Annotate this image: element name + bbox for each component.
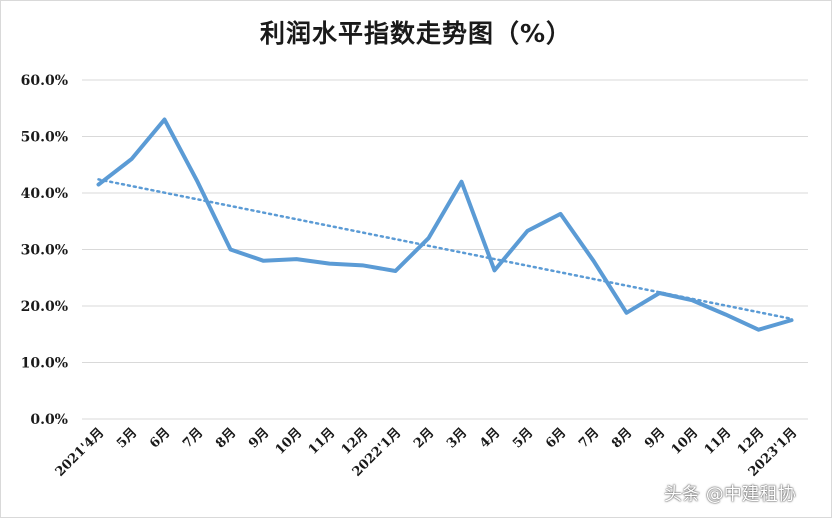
x-tick-label: 11月 (306, 425, 339, 458)
y-tick-label: 10.0% (21, 356, 68, 372)
x-tick-label: 8月 (609, 425, 635, 451)
y-tick-label: 40.0% (21, 186, 68, 202)
x-tick-label: 5月 (510, 425, 536, 451)
x-tick-label: 2021'4月 (53, 425, 108, 480)
x-tick-label: 6月 (147, 425, 173, 451)
x-tick-label: 10月 (273, 425, 306, 458)
x-tick-label: 2月 (411, 425, 437, 451)
x-tick-label: 4月 (477, 425, 503, 451)
series-layer (96, 117, 794, 332)
x-tick-label: 3月 (444, 425, 470, 451)
y-tick-label: 20.0% (21, 299, 68, 315)
y-tick-label: 30.0% (21, 243, 68, 259)
x-tick-label: 6月 (543, 425, 569, 451)
watermark: 头条 @中建租协 (664, 484, 796, 505)
chart-title: 利润水平指数走势图（%） (259, 19, 573, 48)
grid-lines (82, 79, 808, 420)
x-tick-label: 5月 (114, 425, 140, 451)
x-tick-label: 7月 (576, 425, 602, 451)
x-tick-label: 9月 (246, 425, 272, 451)
x-tick-label: 9月 (642, 425, 668, 451)
x-tick-label: 11月 (702, 425, 735, 458)
x-tick-label: 8月 (213, 425, 239, 451)
y-tick-label: 60.0% (21, 73, 68, 89)
x-tick-label: 7月 (180, 425, 206, 451)
y-axis-ticks: 0.0% 10.0% 20.0% 30.0% 40.0% 50.0% 60.0% (21, 73, 68, 428)
series-line (96, 117, 794, 332)
x-tick-label: 10月 (669, 425, 702, 458)
y-tick-label: 0.0% (30, 412, 68, 428)
y-tick-label: 50.0% (21, 130, 68, 146)
